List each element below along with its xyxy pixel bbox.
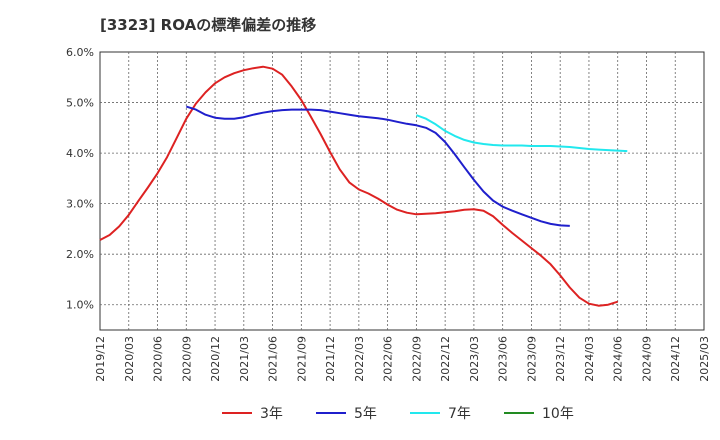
- x-tick-label: 2022/09: [410, 336, 423, 382]
- legend-label-10年: 10年: [542, 406, 574, 422]
- x-tick-label: 2021/09: [295, 336, 308, 382]
- x-tick-label: 2024/09: [640, 336, 653, 382]
- x-tick-label: 2020/03: [123, 336, 136, 382]
- y-tick-label: 4.0%: [66, 147, 94, 160]
- x-tick-label: 2024/06: [612, 336, 625, 382]
- x-tick-label: 2020/06: [152, 336, 165, 382]
- series-lines: [99, 65, 628, 307]
- x-tick-label: 2021/03: [238, 336, 251, 382]
- x-tick-label: 2020/12: [209, 336, 222, 382]
- chart-title: [3323] ROAの標準偏差の推移: [100, 16, 317, 34]
- x-tick-label: 2020/09: [180, 336, 193, 382]
- y-tick-label: 5.0%: [66, 97, 94, 110]
- grid-lines: [100, 52, 704, 330]
- legend-label-7年: 7年: [448, 406, 471, 422]
- plot-area: [99, 51, 705, 331]
- series-line-5年: [186, 105, 570, 227]
- series-line-7年: [416, 114, 628, 153]
- y-tick-label: 1.0%: [66, 299, 94, 312]
- x-tick-label: 2022/03: [353, 336, 366, 382]
- y-tick-label: 3.0%: [66, 198, 94, 211]
- x-tick-label: 2025/03: [698, 336, 711, 382]
- x-tick-label: 2019/12: [94, 336, 107, 382]
- y-tick-label: 2.0%: [66, 248, 94, 261]
- x-axis-ticks: 2019/12 2020/03 2020/06 2020/09 2020/12 2021/…: [94, 336, 711, 382]
- x-tick-label: 2022/06: [382, 336, 395, 382]
- legend-label-3年: 3年: [260, 406, 283, 422]
- y-tick-label: 6.0%: [66, 46, 94, 59]
- x-tick-label: 2023/03: [468, 336, 481, 382]
- series-line-3年: [99, 65, 618, 307]
- x-tick-label: 2023/06: [497, 336, 510, 382]
- x-tick-label: 2024/03: [583, 336, 596, 382]
- x-tick-label: 2024/12: [669, 336, 682, 382]
- x-tick-label: 2021/06: [267, 336, 280, 382]
- y-axis-ticks: 1.0% 2.0% 3.0% 4.0% 5.0% 6.0%: [66, 46, 94, 312]
- x-tick-label: 2021/12: [324, 336, 337, 382]
- x-tick-label: 2022/12: [439, 336, 452, 382]
- x-tick-label: 2023/09: [525, 336, 538, 382]
- legend-label-5年: 5年: [354, 406, 377, 422]
- x-tick-label: 2023/12: [554, 336, 567, 382]
- legend: 3年 5年 7年 10年: [222, 406, 574, 422]
